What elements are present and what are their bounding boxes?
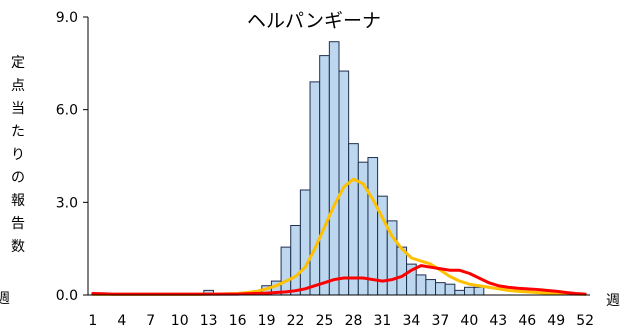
bar-week-30	[367, 157, 379, 296]
bar-week-26	[328, 41, 340, 296]
x-tick-label: 31	[374, 313, 392, 329]
axes	[83, 16, 590, 296]
x-tick-label: 28	[345, 313, 363, 329]
chart-title: ヘルパンギーナ	[247, 10, 381, 32]
y-axis-label-char: 報	[11, 193, 25, 209]
x-tick-label: 4	[117, 313, 126, 329]
x-tick-label: 19	[258, 313, 276, 329]
y-tick-label: 0.0	[56, 288, 78, 304]
x-tick-label: 52	[576, 313, 594, 329]
x-tick-label: 40	[460, 313, 478, 329]
y-axis-label-char: 点	[11, 78, 25, 94]
x-tick-label: 7	[146, 313, 155, 329]
bar-week-41	[473, 286, 485, 296]
bar-week-24	[309, 81, 321, 296]
x-axis-unit-label: 週	[606, 293, 620, 309]
x-tick-label: 13	[200, 313, 218, 329]
x-tick-label: 46	[518, 313, 536, 329]
x-tick-label: 49	[547, 313, 565, 329]
y-axis-label-char: り	[11, 147, 25, 163]
x-tick-label: 22	[287, 313, 305, 329]
bar-week-39	[454, 289, 466, 296]
y-axis-label: 定点当たりの報告数	[8, 52, 28, 259]
x-tick-label: 34	[402, 313, 420, 329]
y-axis-label-char: た	[11, 124, 25, 140]
bar-week-33	[396, 246, 408, 296]
y-tick-label: 6.0	[56, 103, 78, 119]
x-tick-label: 43	[489, 313, 507, 329]
y-tick-label: 9.0	[56, 10, 78, 26]
bar-week-40	[464, 286, 475, 296]
line-series-2	[91, 264, 587, 296]
bar-week-28	[348, 143, 359, 296]
y-tick-labels: 0.0 3.0 6.0 9.0	[56, 10, 78, 304]
x-tick-label: 10	[171, 313, 189, 329]
y-axis-label-char: 当	[11, 101, 25, 117]
x-tick-label: 37	[431, 313, 449, 329]
y-axis-label-char: 数	[11, 239, 25, 255]
bar-week-25	[319, 55, 330, 296]
x-axis-unit-label-left: 週	[0, 291, 10, 307]
x-tick-label: 1	[88, 313, 97, 329]
line-series	[91, 177, 587, 296]
y-tick-label: 3.0	[56, 195, 78, 211]
bar-week-38	[444, 283, 456, 296]
bar-series	[203, 41, 485, 296]
x-tick-labels: 1 4 7 10 13 16 19 22 25 28 31 34 37 40 43 46 49 52	[88, 313, 594, 329]
bar-week-37	[435, 282, 446, 296]
x-tick-label: 25	[316, 313, 334, 329]
bar-week-23	[299, 189, 311, 296]
bar-week-21	[280, 246, 292, 296]
y-axis-label-char: 告	[11, 216, 25, 232]
bar-week-22	[290, 225, 301, 296]
x-tick-label: 16	[229, 313, 247, 329]
y-axis-label-char: 定	[11, 55, 25, 71]
bar-week-35	[415, 274, 427, 296]
bar-week-36	[425, 279, 437, 296]
y-axis-label-char: の	[11, 170, 25, 186]
